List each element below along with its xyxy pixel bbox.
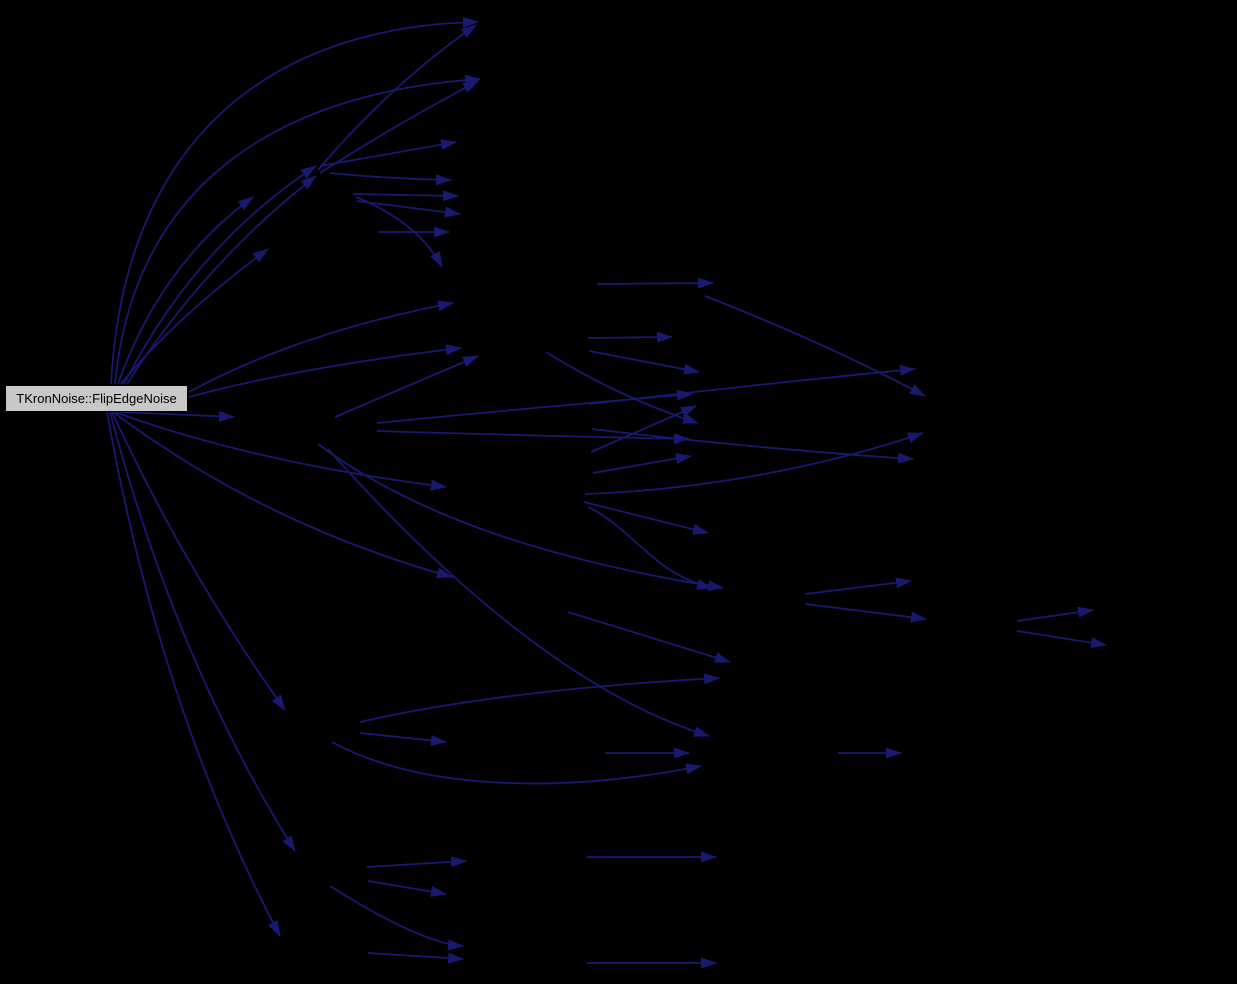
graph-edge-4 <box>123 165 317 385</box>
graph-edge-38 <box>587 506 713 590</box>
graph-edge-24 <box>376 430 690 445</box>
graph-edge-45 <box>366 856 467 868</box>
graph-edge-34 <box>591 428 914 464</box>
graph-edge-14 <box>317 24 477 171</box>
graph-edge-7 <box>188 344 462 398</box>
graph-edge-21 <box>355 196 443 268</box>
graph-edge-6 <box>188 300 454 393</box>
graph-edge-30 <box>545 351 699 424</box>
node-tkronnoise-flipedgenoise[interactable]: TKronNoise::FlipEdgeNoise <box>5 385 188 412</box>
graph-edge-10 <box>109 411 296 852</box>
graph-edge-42 <box>331 741 702 785</box>
graph-edge-40 <box>359 673 720 723</box>
graph-edge-18 <box>352 190 459 202</box>
graph-edge-48 <box>367 952 464 964</box>
graph-edge-11 <box>106 411 281 937</box>
graph-edge-3 <box>120 248 269 385</box>
graph-edge-19 <box>356 200 461 218</box>
graph-edge-1 <box>114 74 481 385</box>
graph-edge-35 <box>704 295 926 397</box>
edge-group <box>106 16 1107 969</box>
graph-edge-36 <box>584 432 924 495</box>
graph-edge-28 <box>587 331 673 343</box>
graph-edge-51 <box>804 577 912 595</box>
graph-edge-9 <box>111 411 286 711</box>
graph-edge-12 <box>114 411 447 491</box>
graph-edge-22 <box>334 355 479 418</box>
graph-edge-25 <box>317 443 724 592</box>
graph-edge-47 <box>329 885 464 951</box>
graph-edge-29 <box>588 350 700 375</box>
node-label: TKronNoise::FlipEdgeNoise <box>16 391 177 406</box>
graph-edge-37 <box>583 501 709 535</box>
graph-edge-52 <box>804 603 927 623</box>
graph-edge-8 <box>119 410 235 422</box>
graph-edge-13 <box>112 411 453 579</box>
graph-edge-16 <box>319 139 457 167</box>
graph-edge-41 <box>359 732 447 746</box>
graph-edge-54 <box>1016 630 1107 649</box>
graph-edge-5 <box>126 175 317 385</box>
graph-edge-53 <box>1016 606 1094 622</box>
graph-edge-26 <box>327 448 710 737</box>
graph-edge-27 <box>596 277 714 289</box>
graph-edge-31 <box>590 405 697 453</box>
graph-edge-46 <box>367 880 447 897</box>
graph-edge-32 <box>592 453 692 474</box>
graph-edge-0 <box>110 16 479 385</box>
graph-edge-15 <box>319 80 479 174</box>
graph-edge-2 <box>117 196 254 385</box>
graph-edge-17 <box>329 172 452 186</box>
graph-edge-33 <box>589 364 916 405</box>
graph-edge-39 <box>567 611 731 663</box>
